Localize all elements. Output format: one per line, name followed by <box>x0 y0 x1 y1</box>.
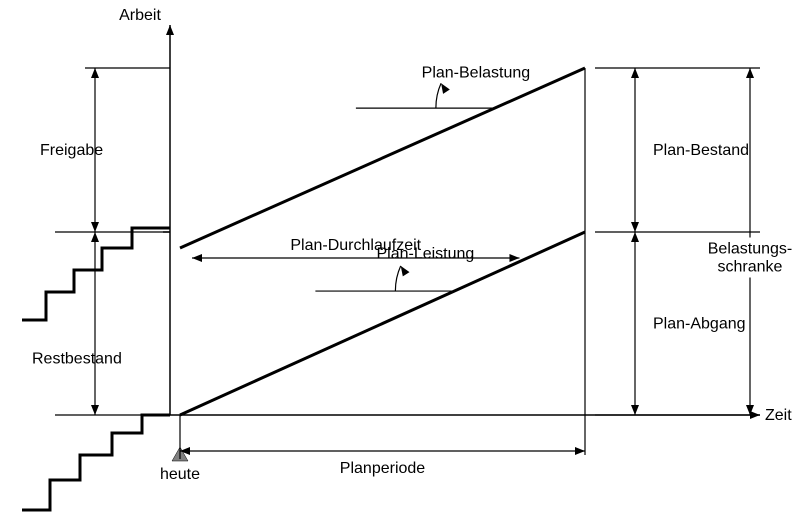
plan-belastung-line <box>180 68 585 248</box>
plan-bestand-label: Plan-Bestand <box>653 142 749 159</box>
plan-abgang-label: Plan-Abgang <box>653 316 746 333</box>
plan-belastung-label: Plan-Belastung <box>422 65 531 82</box>
belastungsschranke-label-1: Belastungs- <box>708 241 793 258</box>
restbestand-label: Restbestand <box>32 351 122 368</box>
belastungsschranke-label-2: schranke <box>718 259 783 276</box>
freigabe-label: Freigabe <box>40 142 103 159</box>
throughput-diagram: ArbeitZeitheuteFreigabeRestbestandPlan-D… <box>0 0 805 521</box>
plan-leistung-label: Plan-Leistung <box>376 246 474 263</box>
x-axis-label: Zeit <box>765 407 792 424</box>
planperiode-label: Planperiode <box>340 460 426 477</box>
today-label: heute <box>160 466 200 483</box>
y-axis-label: Arbeit <box>119 7 161 24</box>
